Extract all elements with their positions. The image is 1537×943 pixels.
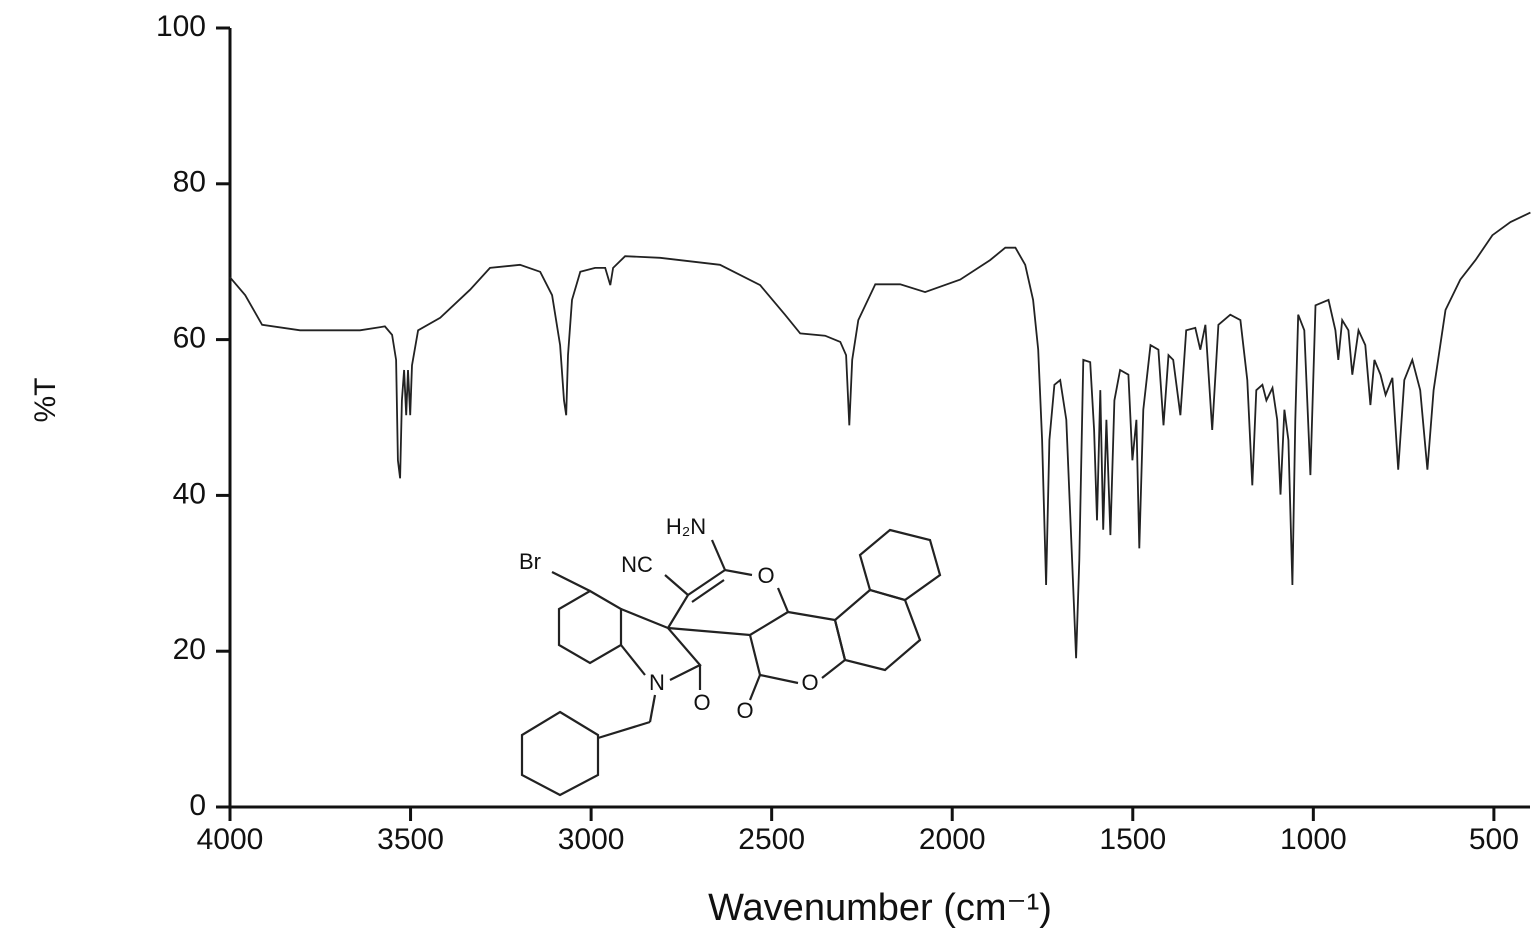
- molecule-structure: Br NC H₂N O O N O O: [519, 514, 942, 797]
- x-tick-label: 3500: [377, 823, 444, 856]
- x-tick-label: 500: [1469, 823, 1519, 856]
- structure-label: N: [649, 670, 665, 695]
- structure-label: O: [757, 563, 774, 588]
- structure-label: O: [801, 670, 818, 695]
- structure-label: O: [736, 698, 753, 723]
- x-tick-label: 2500: [738, 823, 805, 856]
- x-tick-label: 2000: [919, 823, 986, 856]
- x-tick-label: 4000: [197, 823, 264, 856]
- structure-label: Br: [519, 549, 541, 574]
- y-tick-label: 40: [173, 477, 206, 510]
- y-tick-label: 100: [156, 10, 206, 43]
- y-tick-label: 0: [189, 789, 206, 822]
- y-tick-label: 80: [173, 166, 206, 199]
- spectrum-line: [229, 211, 1531, 659]
- y-tick-label: 60: [173, 322, 206, 355]
- structure-label: O: [693, 690, 710, 715]
- y-axis-label: %T: [29, 378, 62, 423]
- x-tick-label: 1500: [1099, 823, 1166, 856]
- x-tick-label: 3000: [558, 823, 625, 856]
- x-axis-label: Wavenumber (cm⁻¹): [708, 887, 1052, 929]
- structure-label: NC: [621, 552, 653, 577]
- structure-label: H₂N: [666, 514, 706, 539]
- y-tick-label: 20: [173, 633, 206, 666]
- x-tick-label: 1000: [1280, 823, 1347, 856]
